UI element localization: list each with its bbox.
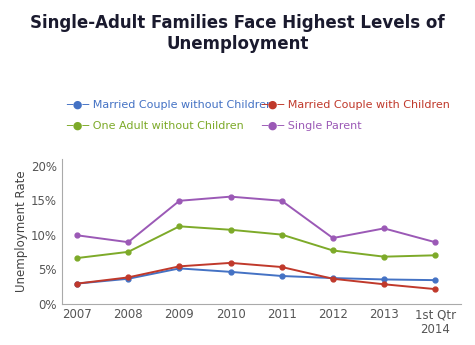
One Adult without Children (279, 233, 285, 237)
Single Parent (432, 240, 438, 244)
Line: One Adult without Children: One Adult without Children (75, 224, 437, 260)
Text: ─●─ Single Parent: ─●─ Single Parent (261, 121, 362, 131)
One Adult without Children (432, 253, 438, 257)
Married Couple without Children (74, 282, 80, 286)
Married Couple with Children (74, 282, 80, 286)
Single Parent (177, 199, 182, 203)
Single Parent (381, 226, 387, 230)
Married Couple without Children (177, 266, 182, 270)
Married Couple without Children (279, 274, 285, 278)
Married Couple with Children (177, 264, 182, 268)
Married Couple with Children (279, 265, 285, 269)
Married Couple without Children (432, 278, 438, 282)
Married Couple without Children (330, 276, 336, 280)
Married Couple with Children (381, 282, 387, 286)
Single Parent (279, 199, 285, 203)
Single Parent (125, 240, 131, 244)
One Adult without Children (177, 224, 182, 228)
Text: ─●─ One Adult without Children: ─●─ One Adult without Children (66, 121, 244, 131)
One Adult without Children (330, 248, 336, 253)
Single Parent (228, 195, 233, 199)
One Adult without Children (381, 255, 387, 259)
Single Parent (330, 236, 336, 240)
Married Couple with Children (228, 261, 233, 265)
Line: Married Couple with Children: Married Couple with Children (75, 260, 437, 292)
Line: Single Parent: Single Parent (75, 194, 437, 245)
One Adult without Children (228, 228, 233, 232)
Y-axis label: Unemployment Rate: Unemployment Rate (15, 170, 28, 292)
Married Couple without Children (381, 277, 387, 282)
Married Couple without Children (125, 277, 131, 281)
Married Couple without Children (228, 270, 233, 274)
Text: ─●─ Married Couple without Children: ─●─ Married Couple without Children (66, 100, 274, 110)
Text: Single-Adult Families Face Highest Levels of
Unemployment: Single-Adult Families Face Highest Level… (30, 14, 445, 52)
Married Couple with Children (432, 287, 438, 291)
Married Couple with Children (330, 277, 336, 281)
One Adult without Children (125, 250, 131, 254)
Single Parent (74, 233, 80, 237)
Text: ─●─ Married Couple with Children: ─●─ Married Couple with Children (261, 100, 450, 110)
One Adult without Children (74, 256, 80, 260)
Married Couple with Children (125, 275, 131, 279)
Line: Married Couple without Children: Married Couple without Children (75, 266, 437, 286)
